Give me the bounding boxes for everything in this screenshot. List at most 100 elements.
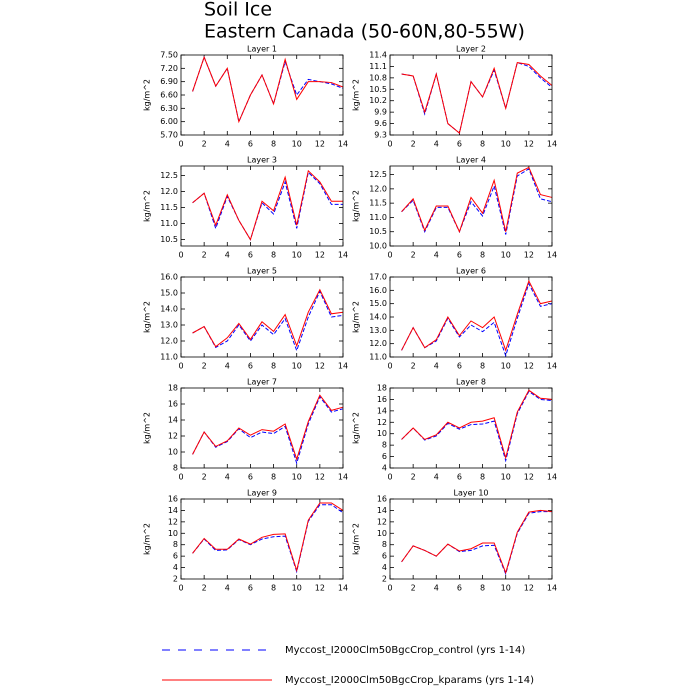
x-tick-label: 8: [480, 473, 485, 482]
x-tick-label: 10: [501, 473, 511, 482]
x-tick-label: 4: [225, 140, 230, 149]
x-tick-label: 6: [248, 473, 253, 482]
x-tick-label: 10: [292, 362, 302, 371]
series-line: [192, 290, 344, 353]
x-tick-label: 6: [248, 362, 253, 371]
x-tick-label: 10: [501, 362, 511, 371]
y-tick-label: 6: [382, 552, 387, 561]
y-tick-label: 11.5: [369, 199, 387, 208]
x-tick-label: 2: [411, 584, 416, 593]
y-tick-label: 4: [382, 464, 387, 473]
x-tick-label: 8: [480, 251, 485, 260]
y-tick-label: 9.9: [374, 108, 387, 117]
x-tick-label: 10: [292, 473, 302, 482]
x-tick-label: 8: [271, 584, 276, 593]
series-line: [401, 389, 553, 460]
x-tick-label: 6: [248, 140, 253, 149]
series-line: [401, 511, 552, 576]
x-tick-label: 14: [547, 140, 557, 149]
y-tick-label: 11.0: [369, 213, 387, 222]
panel-title: Layer 1: [247, 45, 277, 54]
y-tick-label: 17.0: [369, 273, 387, 282]
x-tick-label: 8: [480, 584, 485, 593]
x-tick-label: 8: [271, 473, 276, 482]
series-line: [192, 502, 344, 573]
y-axis-label: kg/m^2: [352, 79, 361, 111]
x-tick-label: 12: [524, 473, 534, 482]
x-tick-label: 4: [225, 251, 230, 260]
panel-title: Layer 4: [456, 156, 486, 165]
y-tick-label: 16: [168, 400, 178, 409]
x-tick-label: 14: [547, 584, 557, 593]
y-tick-label: 6.90: [160, 77, 178, 86]
x-tick-label: 0: [387, 251, 392, 260]
y-tick-label: 5.70: [160, 131, 178, 140]
x-tick-label: 2: [411, 362, 416, 371]
x-tick-label: 2: [411, 251, 416, 260]
y-tick-label: 11.4: [369, 51, 387, 60]
x-tick-label: 4: [225, 584, 230, 593]
y-tick-label: 16: [377, 495, 387, 504]
y-tick-label: 9.6: [374, 119, 387, 128]
y-tick-label: 11.0: [160, 353, 178, 362]
x-tick-label: 6: [457, 362, 462, 371]
x-tick-label: 8: [271, 362, 276, 371]
series-line: [401, 282, 553, 358]
y-tick-label: 6.00: [160, 117, 178, 126]
panel-title: Layer 8: [456, 378, 486, 387]
y-tick-label: 10: [168, 448, 178, 457]
y-tick-label: 16.0: [369, 286, 387, 295]
y-axis-label: kg/m^2: [352, 190, 361, 222]
y-tick-label: 14.0: [160, 305, 178, 314]
y-tick-label: 2: [173, 575, 178, 584]
x-tick-label: 4: [434, 584, 439, 593]
x-tick-label: 0: [387, 362, 392, 371]
y-tick-label: 6.60: [160, 91, 178, 100]
y-tick-label: 10.2: [369, 96, 387, 105]
y-tick-label: 16: [377, 395, 387, 404]
series-line: [192, 395, 344, 465]
y-tick-label: 6.30: [160, 104, 178, 113]
x-tick-label: 6: [248, 584, 253, 593]
x-tick-label: 12: [315, 584, 325, 593]
x-tick-label: 2: [202, 584, 207, 593]
plot-frame: [180, 276, 344, 358]
x-tick-label: 12: [315, 473, 325, 482]
y-tick-label: 12.5: [160, 171, 178, 180]
plot-frame: [180, 498, 344, 580]
x-tick-label: 0: [387, 473, 392, 482]
y-tick-label: 13.0: [160, 321, 178, 330]
panel-title: Layer 5: [247, 267, 277, 276]
series-line: [401, 509, 553, 575]
x-tick-label: 2: [202, 362, 207, 371]
x-tick-label: 12: [524, 584, 534, 593]
y-tick-label: 6: [382, 452, 387, 461]
x-tick-label: 6: [457, 473, 462, 482]
series-line: [192, 55, 344, 124]
x-tick-label: 0: [178, 140, 183, 149]
y-tick-label: 8: [173, 540, 178, 549]
y-tick-label: 14: [377, 506, 387, 515]
x-tick-label: 10: [501, 584, 511, 593]
x-tick-label: 10: [501, 140, 511, 149]
x-tick-label: 10: [292, 584, 302, 593]
y-tick-label: 11.0: [160, 219, 178, 228]
y-tick-label: 14: [377, 406, 387, 415]
figure-title: Soil Ice: [204, 0, 272, 21]
x-tick-label: 12: [524, 251, 534, 260]
y-tick-label: 8: [173, 464, 178, 473]
y-tick-label: 12: [377, 517, 387, 526]
x-tick-label: 2: [411, 473, 416, 482]
y-tick-label: 9.3: [374, 131, 387, 140]
y-tick-label: 10.5: [369, 85, 387, 94]
y-axis-label: kg/m^2: [143, 412, 152, 444]
series-line: [401, 61, 553, 134]
x-tick-label: 14: [338, 473, 348, 482]
y-tick-label: 12: [168, 432, 178, 441]
panel-title: Layer 9: [247, 489, 277, 498]
x-tick-label: 6: [457, 140, 462, 149]
y-axis-label: kg/m^2: [352, 523, 361, 555]
plot-frame: [389, 165, 553, 247]
y-tick-label: 12.0: [369, 339, 387, 348]
